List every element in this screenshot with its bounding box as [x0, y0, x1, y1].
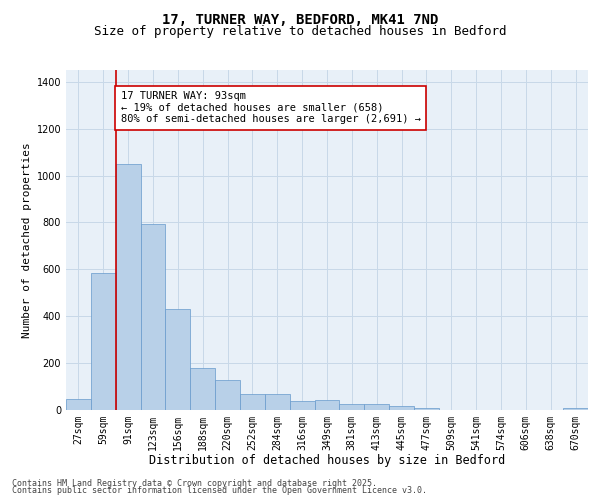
Text: Size of property relative to detached houses in Bedford: Size of property relative to detached ho…	[94, 25, 506, 38]
Bar	[414, 408, 439, 410]
Text: Contains public sector information licensed under the Open Government Licence v3: Contains public sector information licen…	[12, 486, 427, 495]
Bar	[314, 400, 340, 410]
Bar	[340, 404, 364, 410]
Y-axis label: Number of detached properties: Number of detached properties	[22, 142, 32, 338]
Bar	[215, 380, 240, 410]
Bar	[265, 394, 290, 410]
Bar	[166, 309, 190, 410]
Bar	[563, 408, 588, 410]
Bar	[116, 164, 140, 410]
X-axis label: Distribution of detached houses by size in Bedford: Distribution of detached houses by size …	[149, 454, 505, 468]
Bar	[364, 404, 389, 410]
Bar	[91, 273, 116, 410]
Bar	[389, 406, 414, 410]
Bar	[190, 368, 215, 410]
Bar	[240, 394, 265, 410]
Text: 17, TURNER WAY, BEDFORD, MK41 7ND: 17, TURNER WAY, BEDFORD, MK41 7ND	[162, 12, 438, 26]
Bar	[66, 400, 91, 410]
Text: 17 TURNER WAY: 93sqm
← 19% of detached houses are smaller (658)
80% of semi-deta: 17 TURNER WAY: 93sqm ← 19% of detached h…	[121, 91, 421, 124]
Bar	[290, 400, 314, 410]
Bar	[140, 224, 166, 410]
Text: Contains HM Land Registry data © Crown copyright and database right 2025.: Contains HM Land Registry data © Crown c…	[12, 478, 377, 488]
